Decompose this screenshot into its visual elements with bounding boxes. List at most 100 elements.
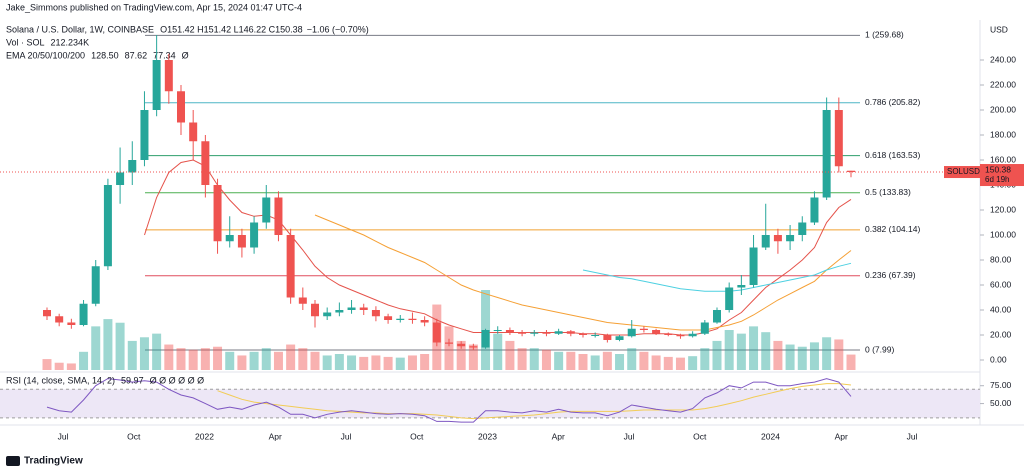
candle-body xyxy=(749,247,758,285)
volume-bar xyxy=(420,354,430,370)
candle-body xyxy=(152,60,161,110)
candle-body xyxy=(505,330,514,333)
ema-value: Ø xyxy=(182,50,189,60)
volume-bar xyxy=(529,348,539,370)
candle-body xyxy=(676,335,685,337)
candle-body xyxy=(371,310,380,317)
volume-bar xyxy=(359,356,369,370)
ema-value: 87.62 xyxy=(125,50,148,60)
candle-body xyxy=(347,307,356,310)
volume-bar xyxy=(773,340,783,370)
y-tick-label: 120.00 xyxy=(990,204,1016,214)
candle-body xyxy=(225,235,234,242)
volume-bar xyxy=(91,326,101,370)
time-label: Apr xyxy=(269,431,282,441)
volume-bar xyxy=(127,340,137,370)
candle-body xyxy=(43,310,51,317)
y-tick-label: 180.00 xyxy=(990,129,1016,139)
volume-bar xyxy=(493,333,503,370)
volume-bar xyxy=(456,340,466,370)
volume-bar xyxy=(749,326,759,370)
candle-body xyxy=(591,335,600,336)
volume-bar xyxy=(371,355,381,370)
volume-bar xyxy=(164,344,174,370)
candle-body xyxy=(493,330,502,331)
candle-body xyxy=(469,346,478,348)
candle-body xyxy=(627,328,636,337)
fib-label: 0 (7.99) xyxy=(865,344,894,354)
volume-bar xyxy=(834,339,844,370)
rsi-flags: Ø Ø Ø Ø Ø Ø xyxy=(150,375,205,385)
candle-body xyxy=(639,328,648,330)
time-label: Jul xyxy=(907,431,918,441)
time-label: Oct xyxy=(693,431,707,441)
volume-bar xyxy=(554,351,564,370)
candle-body xyxy=(530,332,539,334)
volume-bar xyxy=(663,356,673,370)
candle-body xyxy=(688,333,697,337)
volume-bar xyxy=(225,351,235,370)
volume-bar xyxy=(383,356,393,370)
candle-body xyxy=(274,197,283,235)
volume-bar xyxy=(444,326,454,370)
publisher: Jake_Simmons published on TradingView.co… xyxy=(6,2,302,12)
y-tick-label: 40.00 xyxy=(990,304,1012,314)
brand-name: TradingView xyxy=(24,456,83,467)
candle-body xyxy=(116,172,125,185)
ema-value: 128.50 xyxy=(91,50,119,60)
rsi-line xyxy=(46,378,852,423)
candle-body xyxy=(822,110,831,198)
candle-body xyxy=(262,197,271,223)
volume-bar xyxy=(712,340,722,370)
candle-body xyxy=(554,331,563,334)
volume-bar xyxy=(298,348,308,370)
volume-bar xyxy=(213,346,223,370)
y-tick-label: 160.00 xyxy=(990,154,1016,164)
volume-bar xyxy=(700,348,710,370)
rsi-label: RSI (14, close, SMA, 14, 2) xyxy=(6,375,115,385)
volume-bar xyxy=(809,342,819,370)
vol-label: Vol · SOL xyxy=(6,37,45,47)
candle-body xyxy=(542,332,551,334)
rsi-tick-label: 50.00 xyxy=(990,398,1012,408)
volume-bar xyxy=(578,354,588,370)
brand: TradingView xyxy=(6,456,83,467)
candle-body xyxy=(615,336,624,340)
volume-bar xyxy=(566,351,576,370)
volume-bar xyxy=(200,348,210,370)
volume-bar xyxy=(103,319,113,370)
currency: USD xyxy=(990,24,1008,34)
volume-bar xyxy=(639,351,649,370)
volume-bar xyxy=(822,337,832,370)
candle-body xyxy=(725,287,734,310)
y-tick-label: 20.00 xyxy=(990,329,1012,339)
ema-line xyxy=(314,214,852,331)
volume-bar xyxy=(261,348,271,370)
candle-body xyxy=(847,170,855,173)
candle-body xyxy=(55,316,64,323)
y-tick-label: 220.00 xyxy=(990,79,1016,89)
time-label: 2022 xyxy=(195,431,214,441)
rsi-band xyxy=(0,389,980,418)
volume-bar xyxy=(675,357,685,370)
rsi-tick-label: 75.00 xyxy=(990,380,1012,390)
candle-body xyxy=(323,312,332,317)
rsi-value: 59.97 xyxy=(121,375,144,385)
symbol: Solana / U.S. Dollar, 1W, COINBASE xyxy=(6,24,154,34)
ema-label: EMA 20/50/100/200 xyxy=(6,50,85,60)
candle-body xyxy=(420,320,429,323)
volume-bar xyxy=(602,351,612,370)
volume-bar xyxy=(797,346,807,370)
time-label: Oct xyxy=(410,431,424,441)
volume-bar xyxy=(237,355,247,370)
volume-bar xyxy=(347,355,357,370)
fib-label: 0.236 (67.39) xyxy=(865,270,916,280)
volume-bar xyxy=(310,351,320,370)
countdown: 6d 19h xyxy=(985,175,1009,184)
volume-bar xyxy=(66,363,76,370)
candle-body xyxy=(91,266,100,304)
volume-bar xyxy=(627,348,637,370)
volume-bar xyxy=(286,344,296,370)
candle-body xyxy=(664,333,673,335)
